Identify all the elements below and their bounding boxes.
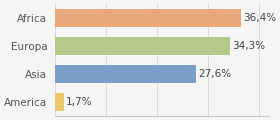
Text: 1,7%: 1,7% (66, 97, 93, 107)
Bar (55, 37, 230, 55)
Text: 27,6%: 27,6% (198, 69, 231, 79)
Bar (55, 93, 64, 111)
Bar (55, 9, 241, 27)
Text: 34,3%: 34,3% (232, 41, 265, 51)
Text: 36,4%: 36,4% (243, 13, 276, 23)
Bar (55, 65, 196, 83)
